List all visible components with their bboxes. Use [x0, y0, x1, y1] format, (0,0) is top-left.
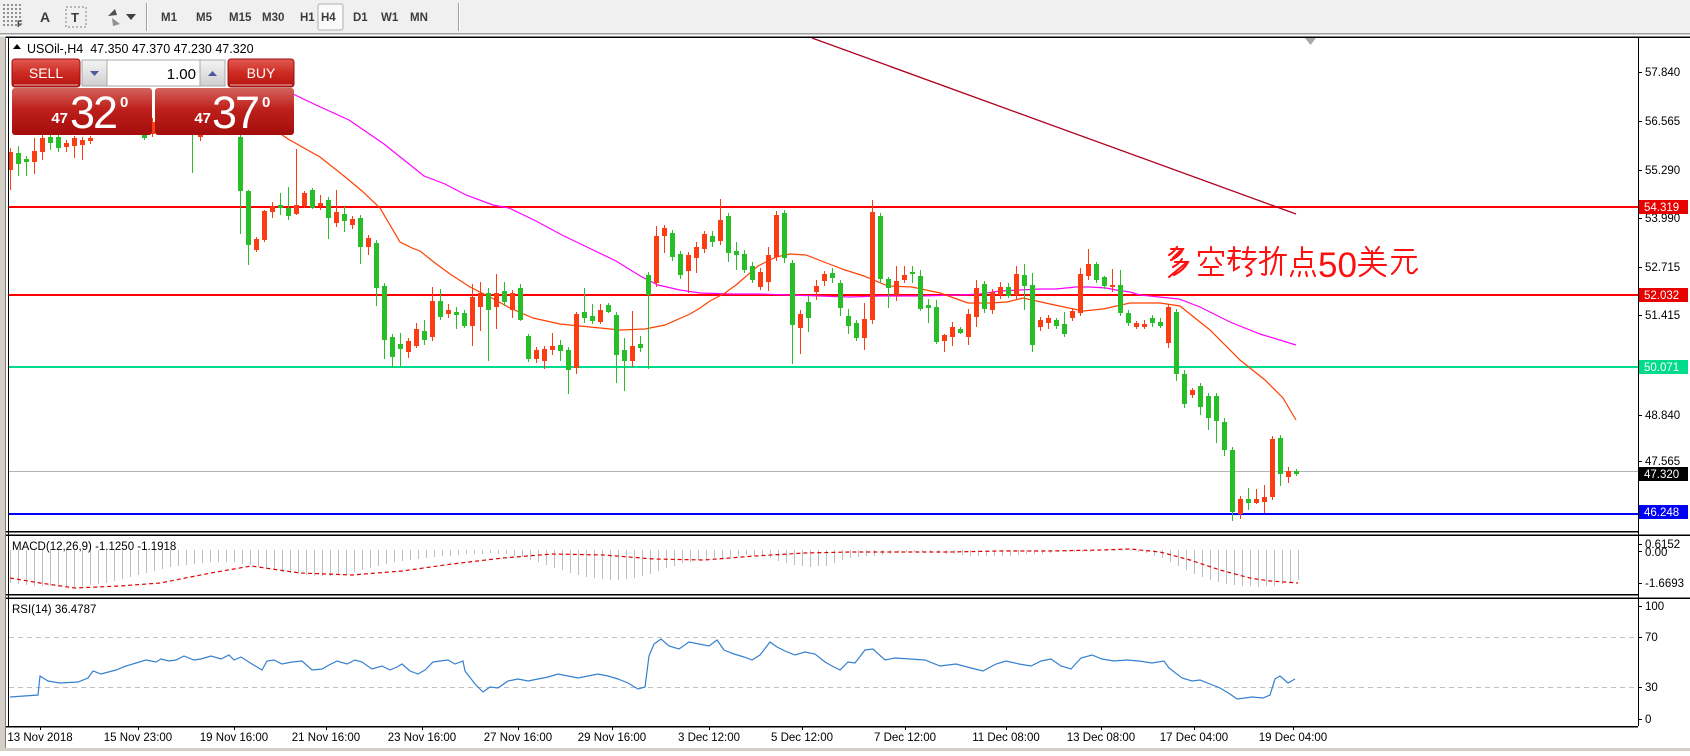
svg-text:F: F	[17, 19, 23, 29]
svg-text:H1: H1	[300, 12, 315, 24]
svg-text:H4: H4	[321, 12, 336, 24]
svg-text:21 Nov 16:00: 21 Nov 16:00	[292, 732, 360, 744]
svg-text:W1: W1	[381, 12, 399, 24]
svg-text:M5: M5	[196, 12, 213, 24]
svg-text:47: 47	[194, 110, 211, 127]
svg-text:50: 50	[1318, 246, 1357, 285]
svg-text:53.990: 53.990	[1645, 213, 1680, 225]
svg-text:29 Nov 16:00: 29 Nov 16:00	[578, 732, 646, 744]
svg-text:46.248: 46.248	[1644, 507, 1679, 519]
svg-text:13 Dec 08:00: 13 Dec 08:00	[1067, 732, 1135, 744]
svg-text:MACD(12,26,9) -1.1250 -1.1918: MACD(12,26,9) -1.1250 -1.1918	[12, 541, 176, 553]
svg-text:RSI(14) 36.4787: RSI(14) 36.4787	[12, 604, 96, 616]
svg-text:32: 32	[70, 87, 118, 138]
svg-text:M30: M30	[262, 12, 284, 24]
svg-text:19 Dec 04:00: 19 Dec 04:00	[1259, 732, 1327, 744]
svg-text:100: 100	[1645, 601, 1664, 613]
svg-text:55.290: 55.290	[1645, 165, 1680, 177]
svg-text:19 Nov 16:00: 19 Nov 16:00	[200, 732, 268, 744]
svg-text:5 Dec 12:00: 5 Dec 12:00	[771, 732, 833, 744]
svg-text:M1: M1	[161, 12, 178, 24]
svg-text:D1: D1	[353, 12, 368, 24]
svg-text:23 Nov 16:00: 23 Nov 16:00	[388, 732, 456, 744]
svg-text:7 Dec 12:00: 7 Dec 12:00	[874, 732, 936, 744]
svg-text:51.415: 51.415	[1645, 310, 1680, 322]
svg-text:0.6152: 0.6152	[1645, 539, 1680, 551]
svg-text:47: 47	[51, 110, 68, 127]
svg-text:27 Nov 16:00: 27 Nov 16:00	[484, 732, 552, 744]
svg-text:52.715: 52.715	[1645, 262, 1680, 274]
svg-text:30: 30	[1645, 682, 1658, 694]
svg-text:54.319: 54.319	[1644, 202, 1679, 214]
svg-text:T: T	[71, 10, 79, 25]
svg-text:15 Nov 23:00: 15 Nov 23:00	[104, 732, 172, 744]
svg-text:37: 37	[212, 87, 260, 138]
svg-text:50.071: 50.071	[1644, 362, 1679, 374]
svg-text:0: 0	[1645, 714, 1651, 726]
svg-text:0.00: 0.00	[1645, 547, 1667, 559]
svg-text:52.032: 52.032	[1644, 290, 1679, 302]
svg-text:70: 70	[1645, 632, 1658, 644]
svg-text:3 Dec 12:00: 3 Dec 12:00	[678, 732, 740, 744]
svg-text:A: A	[40, 9, 50, 25]
svg-text:17 Dec 04:00: 17 Dec 04:00	[1160, 732, 1228, 744]
svg-text:MN: MN	[410, 12, 428, 24]
svg-text:-1.6693: -1.6693	[1645, 578, 1684, 590]
svg-text:1.00: 1.00	[167, 66, 196, 83]
svg-text:11 Dec 08:00: 11 Dec 08:00	[972, 732, 1040, 744]
svg-text:47.565: 47.565	[1645, 456, 1680, 468]
svg-text:M15: M15	[229, 12, 252, 24]
svg-text:0: 0	[262, 94, 270, 111]
svg-text:SELL: SELL	[29, 65, 63, 81]
svg-text:57.840: 57.840	[1645, 67, 1680, 79]
svg-text:USOil-,H4 47.350 47.370 47.23: USOil-,H4 47.350 47.370 47.230 47.320	[27, 42, 254, 56]
svg-text:0: 0	[120, 94, 128, 111]
svg-text:48.840: 48.840	[1645, 410, 1680, 422]
svg-text:56.565: 56.565	[1645, 116, 1680, 128]
svg-text:BUY: BUY	[247, 65, 276, 81]
svg-text:13 Nov 2018: 13 Nov 2018	[7, 732, 72, 744]
svg-text:47.320: 47.320	[1644, 469, 1679, 481]
